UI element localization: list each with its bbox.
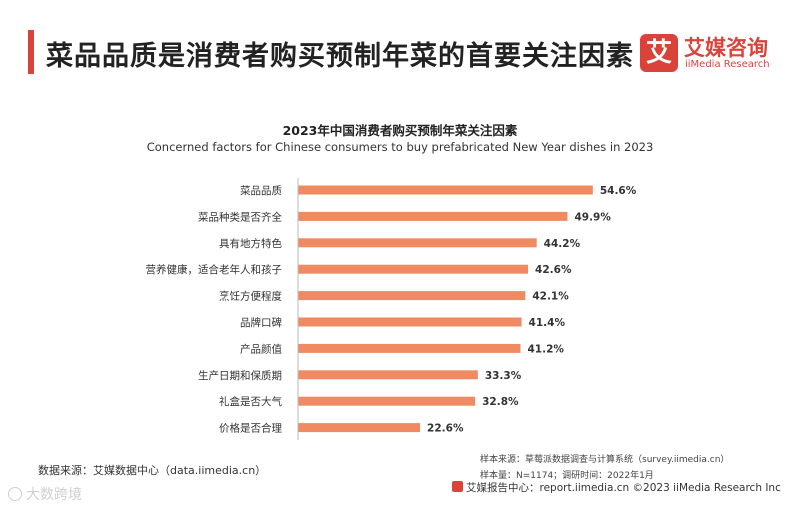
bar-chart: 菜品品质 54.6% 菜品种类是否齐全 49.9% 具有地方特色 44.2% 营养健康，适合… [146,178,637,440]
bar [298,185,593,195]
value-label: 54.6% [600,185,637,197]
category-label: 生产日期和保质期 [198,369,282,382]
logo-name-cn: 艾媒咨询 [684,36,768,60]
category-label: 菜品品质 [240,185,282,197]
title-accent-bar [28,30,34,74]
value-label: 44.2% [544,238,581,250]
value-label: 32.8% [482,396,519,408]
bar [298,370,478,380]
footer-logo-icon [452,481,463,492]
footer-credit: 艾媒报告中心：report.iimedia.cn ©2023 iiMedia R… [452,480,781,495]
category-label: 礼盒是否大气 [219,395,282,408]
bar [298,291,526,301]
bar [298,317,522,327]
logo-name-en: iiMedia Research [685,59,770,70]
footer-text: 艾媒报告中心：report.iimedia.cn ©2023 iiMedia R… [466,482,781,494]
category-label: 品牌口碑 [240,316,282,329]
watermark: 大数跨境 [8,484,82,504]
category-label: 烹饪方便程度 [219,290,282,303]
category-label: 具有地方特色 [219,237,282,250]
category-label: 产品颜值 [240,342,282,355]
category-label: 菜品种类是否齐全 [198,210,282,223]
value-label: 42.1% [532,291,569,303]
bar [298,423,421,433]
value-label: 22.6% [427,423,464,435]
value-label: 49.9% [574,211,611,223]
page-title: 菜品品质是消费者购买预制年菜的首要关注因素 [46,41,634,72]
value-label: 41.2% [527,343,564,355]
sample-size-note: 样本量：N=1174；调研时间：2022年1月 [480,471,654,481]
value-label: 42.6% [535,264,572,276]
category-label: 营养健康，适合老年人和孩子 [146,263,283,276]
sample-source-note: 样本来源：草莓派数据调查与计算系统（survey.iimedia.cn） [480,455,730,465]
bar [298,343,521,353]
chart-title: 2023年中国消费者购买预制年菜关注因素 [282,123,518,138]
value-label: 33.3% [485,370,522,382]
iimedia-logo: 艾 艾媒咨询 iiMedia Research [640,32,790,78]
watermark-text: 大数跨境 [26,487,82,503]
bar [298,264,529,274]
watermark-icon [8,487,22,501]
bar [298,238,537,248]
value-label: 41.4% [529,317,566,329]
chart-subtitle: Concerned factors for Chinese consumers … [146,140,654,154]
logo-mark-icon: 艾 [640,34,678,72]
data-source: 数据来源：艾媒数据中心（data.iimedia.cn） [38,464,267,477]
category-label: 价格是否合理 [219,422,282,435]
bar [298,211,568,221]
bar [298,396,476,406]
